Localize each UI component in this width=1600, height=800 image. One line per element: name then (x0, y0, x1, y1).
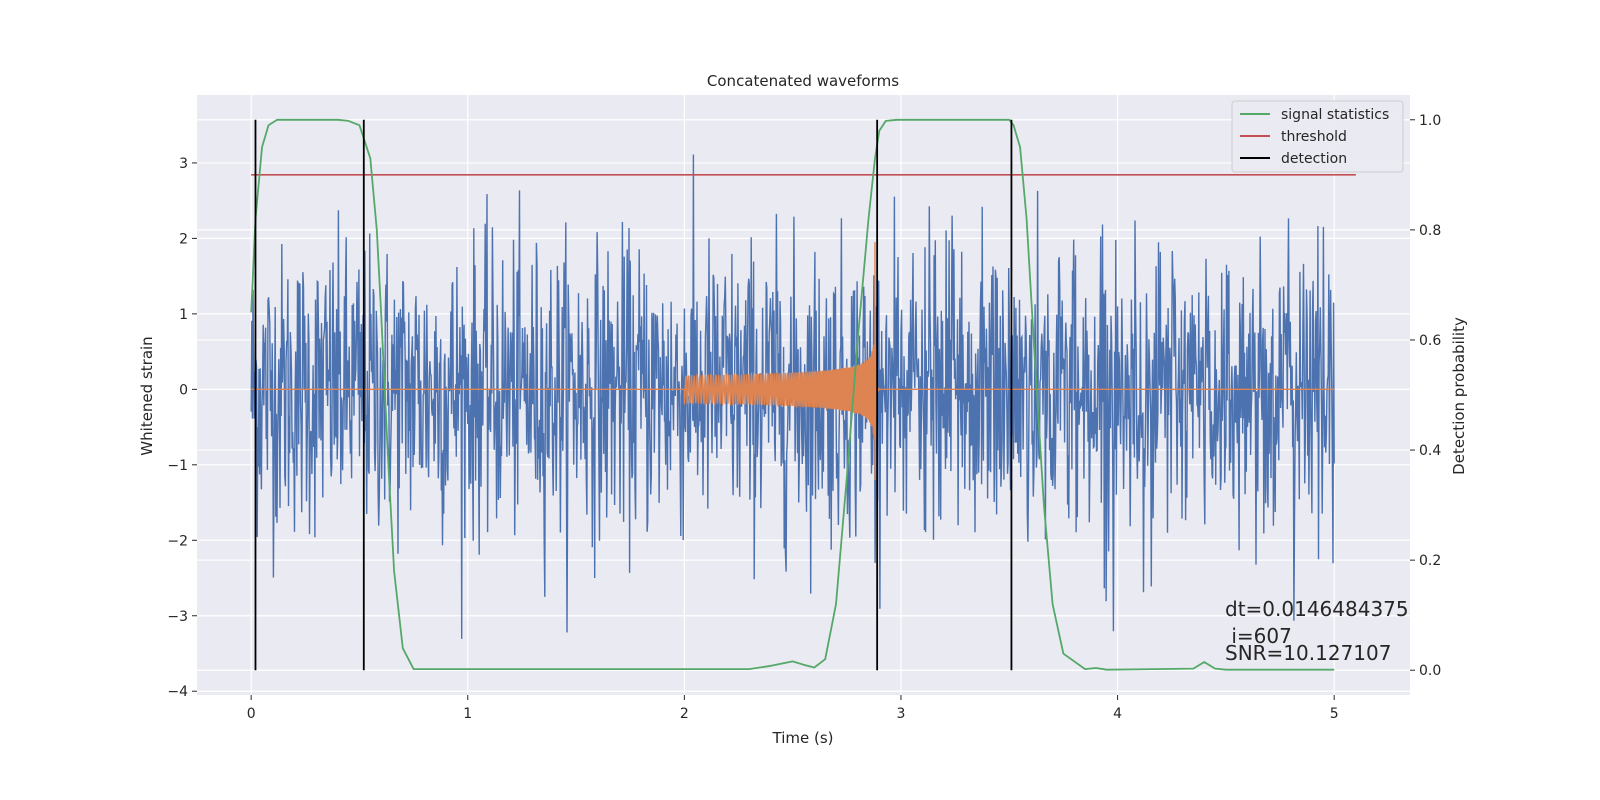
y2-tick-label: 0.0 (1419, 663, 1441, 679)
x-tick-label: 4 (1113, 706, 1122, 722)
left-axis-ticks: −4 −3 −2 −1 0 1 2 3 (167, 156, 197, 700)
y-tick-label: 1 (179, 307, 188, 323)
chart-title: Concatenated waveforms (707, 72, 899, 90)
y-tick-label: −2 (167, 533, 188, 549)
y2-tick-label: 0.2 (1419, 553, 1441, 569)
annotation-snr: SNR=10.127107 (1225, 641, 1391, 665)
y2-tick-label: 0.6 (1419, 333, 1441, 349)
legend-label-signal-statistics: signal statistics (1281, 107, 1389, 123)
y-tick-label: 3 (179, 156, 188, 172)
legend: signal statistics threshold detection (1231, 100, 1404, 173)
y-tick-label: 2 (179, 231, 188, 247)
legend-box (1231, 100, 1404, 173)
y-tick-label: −3 (167, 609, 188, 625)
y2-tick-label: 0.4 (1419, 443, 1441, 459)
x-axis-ticks: 0 1 2 3 4 5 (247, 695, 1339, 722)
y-tick-label: −1 (167, 458, 188, 474)
plot-area (250, 118, 1356, 671)
y2-axis-label: Detection probability (1450, 317, 1468, 475)
x-tick-label: 2 (680, 706, 689, 722)
right-axis-ticks: 0.0 0.2 0.4 0.6 0.8 1.0 (1410, 113, 1441, 679)
x-tick-label: 5 (1330, 706, 1339, 722)
y-tick-label: 0 (179, 382, 188, 398)
y2-tick-label: 0.8 (1419, 223, 1441, 239)
x-tick-label: 1 (463, 706, 472, 722)
x-tick-label: 0 (247, 706, 256, 722)
injected-chirp-series (251, 242, 1335, 481)
x-axis-label: Time (s) (772, 729, 834, 747)
y2-tick-label: 1.0 (1419, 113, 1441, 129)
annotation-dt: dt=0.0146484375 (1225, 597, 1409, 621)
y-tick-label: −4 (167, 684, 188, 700)
legend-label-detection: detection (1281, 151, 1347, 167)
legend-label-threshold: threshold (1281, 129, 1347, 145)
y-axis-label: Whitened strain (138, 336, 156, 455)
x-tick-label: 3 (897, 706, 906, 722)
signal-statistics-line (250, 118, 1335, 671)
annotation-index: i=607 (1225, 624, 1292, 648)
